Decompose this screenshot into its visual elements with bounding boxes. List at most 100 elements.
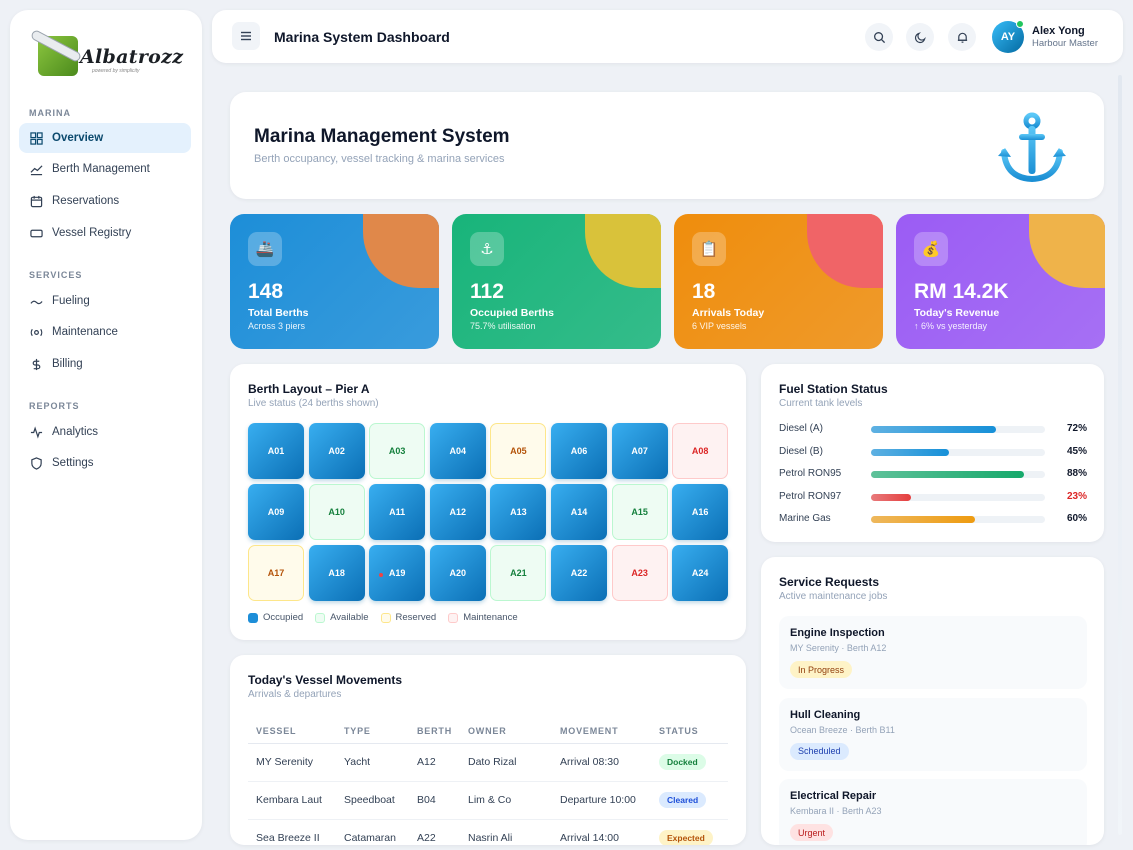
berth-cell-a17[interactable]: A17 bbox=[248, 545, 304, 601]
berth-cell-a22[interactable]: A22 bbox=[551, 545, 607, 601]
page-scrollbar[interactable] bbox=[1118, 75, 1122, 835]
brand-logo[interactable]: Albatrozz powered by simplicity bbox=[28, 24, 183, 84]
theme-toggle-button[interactable] bbox=[906, 23, 934, 51]
berth-cell-a23[interactable]: A23 bbox=[611, 545, 668, 601]
berth-cell-a15[interactable]: A15 bbox=[611, 484, 668, 540]
table-header-row: VESSEL TYPE BERTH OWNER MOVEMENT STATUS bbox=[248, 719, 728, 744]
service-request-item[interactable]: Hull Cleaning Ocean Breeze · Berth B11 Sch… bbox=[779, 697, 1087, 771]
stat-label: Arrivals Today bbox=[692, 307, 765, 319]
card-subtitle: Live status (24 berths shown) bbox=[248, 398, 379, 409]
search-button[interactable] bbox=[865, 23, 893, 51]
table-row[interactable]: Kembara Laut Speedboat B04 Lim & Co Departur… bbox=[248, 781, 728, 820]
berth-cell-a24[interactable]: A24 bbox=[672, 545, 729, 601]
sidebar-item-label: Analytics bbox=[52, 426, 99, 438]
nav-section-reports: REPORTS bbox=[29, 401, 80, 411]
cell-berth: B04 bbox=[409, 781, 460, 820]
column-header-berth[interactable]: BERTH bbox=[409, 719, 460, 744]
sidebar-item-billing[interactable]: Billing bbox=[19, 349, 191, 379]
berth-layout-card: Berth Layout – Pier A Live status (24 be… bbox=[230, 364, 746, 640]
sidebar-item-vessel-registry[interactable]: Vessel Registry bbox=[19, 218, 191, 248]
stat-card-total-berths[interactable]: 🚢 148 Total Berths Across 3 piers bbox=[230, 214, 439, 349]
column-header-owner[interactable]: OWNER bbox=[460, 719, 552, 744]
berth-cell-a06[interactable]: A06 bbox=[551, 423, 607, 479]
column-header-type[interactable]: TYPE bbox=[336, 719, 409, 744]
sidebar-item-analytics[interactable]: Analytics bbox=[19, 417, 191, 447]
berth-cell-a04[interactable]: A04 bbox=[429, 423, 486, 479]
berth-cell-a16[interactable]: A16 bbox=[672, 484, 729, 540]
berth-cell-a09[interactable]: A09 bbox=[248, 484, 304, 540]
sidebar-item-reservations[interactable]: Reservations bbox=[19, 186, 191, 216]
legend-label: Maintenance bbox=[463, 612, 518, 623]
nav-section-marina: MARINA bbox=[29, 108, 71, 118]
column-header-vessel[interactable]: VESSEL bbox=[248, 719, 336, 744]
request-title: Hull Cleaning bbox=[790, 708, 861, 721]
stat-sub: ↑ 6% vs yesterday bbox=[914, 321, 988, 331]
sidebar-item-overview[interactable]: Overview bbox=[19, 123, 191, 153]
sidebar-item-fueling[interactable]: Fueling bbox=[19, 286, 191, 316]
berth-cell-a21[interactable]: A21 bbox=[490, 545, 547, 601]
berth-cell-a02[interactable]: A02 bbox=[308, 423, 365, 479]
fuel-level-bar bbox=[871, 471, 1045, 479]
notifications-button[interactable] bbox=[948, 23, 976, 51]
legend-label: Occupied bbox=[263, 612, 304, 623]
fuel-level-fill bbox=[871, 426, 997, 433]
pulse-icon bbox=[29, 425, 43, 439]
berth-cell-a05[interactable]: A05 bbox=[490, 423, 547, 479]
cell-vessel: MY Serenity bbox=[248, 743, 336, 782]
berth-cell-a07[interactable]: A07 bbox=[611, 423, 668, 479]
table-row[interactable]: MY Serenity Yacht A12 Dato Rizal Arrival 08:… bbox=[248, 743, 728, 782]
column-header-movement[interactable]: MOVEMENT bbox=[552, 719, 651, 744]
cell-owner: Nasrin Ali bbox=[460, 819, 552, 845]
sidebar-item-settings[interactable]: Settings bbox=[19, 448, 191, 478]
berth-cell-a12[interactable]: A12 bbox=[429, 484, 486, 540]
sidebar-item-label: Vessel Registry bbox=[52, 227, 132, 239]
berth-cell-a19[interactable]: A19 bbox=[369, 545, 426, 601]
moon-icon bbox=[914, 31, 926, 43]
berth-cell-a14[interactable]: A14 bbox=[551, 484, 607, 540]
sidebar-item-label: Overview bbox=[52, 132, 104, 144]
fuel-level-bar bbox=[871, 448, 1045, 456]
sidebar-item-maintenance[interactable]: Maintenance bbox=[19, 317, 191, 347]
column-header-status[interactable]: STATUS bbox=[651, 719, 728, 744]
stat-sub: Across 3 piers bbox=[248, 321, 306, 331]
fuel-tank-row: Petrol RON97 23% bbox=[779, 491, 1087, 505]
berth-cell-a03[interactable]: A03 bbox=[369, 423, 426, 479]
fuel-tank-name: Diesel (B) bbox=[779, 445, 823, 457]
vessel-movements-card: Today's Vessel Movements Arrivals & depa… bbox=[230, 655, 746, 845]
berth-cell-a01[interactable]: A01 bbox=[248, 423, 304, 479]
card-title: Fuel Station Status bbox=[779, 382, 888, 396]
berth-cell-a11[interactable]: A11 bbox=[369, 484, 426, 540]
service-request-item[interactable]: Electrical Repair Kembara II · Berth A23 U… bbox=[779, 779, 1087, 845]
fuel-tank-name: Petrol RON95 bbox=[779, 468, 842, 480]
fuel-tank-row: Diesel (B) 45% bbox=[779, 446, 1087, 460]
berth-cell-a08[interactable]: A08 bbox=[672, 423, 729, 479]
menu-toggle-button[interactable] bbox=[232, 22, 260, 50]
sidebar-item-berth-management[interactable]: Berth Management bbox=[19, 154, 191, 184]
status-badge: Cleared bbox=[659, 792, 707, 808]
fuel-tank-name: Petrol RON97 bbox=[779, 490, 842, 502]
table-row[interactable]: Sea Breeze II Catamaran A22 Nasrin Ali Arriv… bbox=[248, 819, 728, 845]
berth-cell-a13[interactable]: A13 bbox=[490, 484, 547, 540]
stat-card-occupied-berths[interactable]: ⚓ 112 Occupied Berths 75.7% utilisation bbox=[452, 214, 661, 349]
berth-cell-a20[interactable]: A20 bbox=[429, 545, 486, 601]
clipboard-icon: 📋 bbox=[692, 232, 726, 266]
request-title: Electrical Repair bbox=[790, 790, 877, 802]
berth-cell-a18[interactable]: A18 bbox=[308, 545, 365, 601]
movements-table: VESSEL TYPE BERTH OWNER MOVEMENT STATUS … bbox=[248, 719, 728, 845]
avatar[interactable]: AY bbox=[992, 21, 1024, 53]
cell-owner: Dato Rizal bbox=[460, 743, 552, 782]
stat-card-revenue[interactable]: 💰 RM 14.2K Today's Revenue ↑ 6% vs yeste… bbox=[896, 214, 1105, 349]
stat-value: 18 bbox=[692, 280, 716, 303]
request-subtitle: MY Serenity · Berth A12 bbox=[790, 643, 887, 653]
stat-label: Occupied Berths bbox=[470, 307, 555, 319]
berth-cell-a10[interactable]: A10 bbox=[308, 484, 365, 540]
fuel-level-percent: 88% bbox=[1066, 468, 1087, 480]
stat-decoration bbox=[807, 214, 883, 288]
service-request-item[interactable]: Engine Inspection MY Serenity · Berth A12… bbox=[779, 616, 1087, 689]
top-bar: Marina System Dashboard AY Alex Yong Har… bbox=[212, 10, 1123, 63]
anchor-icon bbox=[998, 112, 1066, 183]
sidebar-item-label: Fueling bbox=[52, 295, 90, 307]
legend-swatch bbox=[448, 612, 459, 623]
stat-card-arrivals-today[interactable]: 📋 18 Arrivals Today 6 VIP vessels bbox=[674, 214, 883, 349]
sidebar-item-label: Settings bbox=[52, 457, 94, 469]
